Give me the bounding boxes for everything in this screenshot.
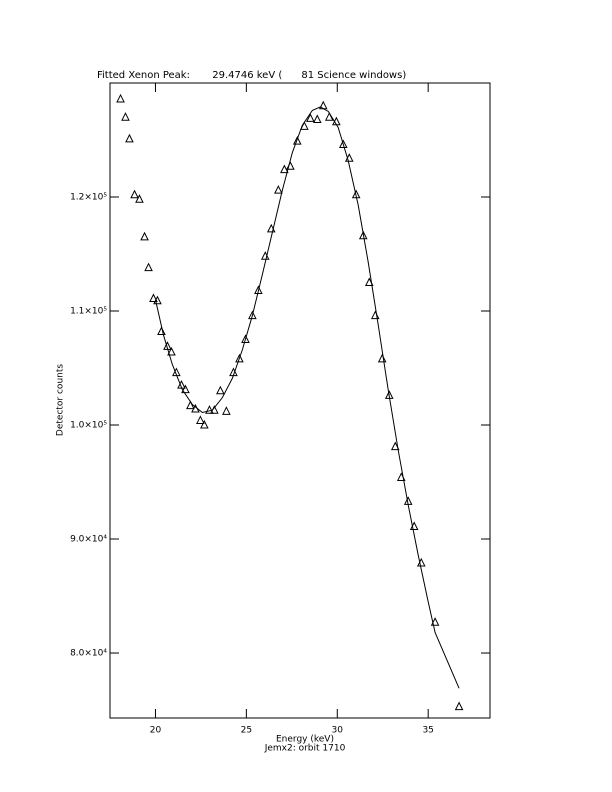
data-point	[235, 353, 244, 363]
data-point	[144, 262, 153, 272]
subtitle: Jemx2: orbit 1710	[264, 744, 346, 754]
y-tick-label: 1.0×10⁵	[70, 421, 107, 431]
data-point	[205, 405, 214, 414]
data-point	[149, 293, 158, 302]
data-point	[200, 419, 209, 429]
y-axis-label: Detector counts	[56, 364, 66, 436]
data-point	[222, 406, 231, 415]
data-point	[274, 185, 283, 194]
data-point	[167, 346, 176, 356]
data-point	[454, 701, 464, 711]
x-tick-label: 35	[422, 726, 433, 736]
data-point	[292, 136, 302, 145]
data-point	[254, 285, 263, 294]
data-point	[157, 326, 166, 336]
data-point	[121, 112, 130, 121]
data-point	[196, 415, 205, 424]
chart-title: Fitted Xenon Peak: 29.4746 keV ( 81 Scie…	[97, 70, 406, 81]
data-point	[248, 310, 257, 320]
data-point	[181, 384, 190, 394]
plot-frame	[109, 82, 491, 719]
y-tick-label: 9.0×10⁴	[70, 535, 107, 545]
data-point	[241, 334, 250, 344]
data-point	[358, 230, 368, 240]
data-point	[140, 231, 149, 241]
data-point	[130, 189, 139, 199]
data-point	[312, 114, 322, 123]
data-point	[125, 133, 134, 143]
data-point	[216, 385, 225, 395]
x-axis-label: Energy (keV)	[276, 735, 334, 745]
data-point	[306, 113, 315, 122]
y-tick-label: 8.0×10⁴	[70, 649, 107, 659]
data-point	[377, 353, 387, 363]
y-tick-label: 1.1×10⁵	[70, 307, 107, 317]
data-point	[280, 164, 289, 174]
data-point	[430, 617, 440, 626]
x-tick-label: 30	[332, 726, 344, 736]
data-point	[338, 139, 348, 149]
data-point	[135, 194, 144, 203]
fit-line	[154, 106, 460, 689]
data-point	[370, 310, 380, 320]
x-tick-label: 20	[150, 726, 162, 736]
x-tick-label: 25	[241, 726, 252, 736]
data-point	[186, 400, 195, 410]
data-point	[116, 93, 125, 103]
data-point	[390, 441, 400, 451]
y-tick-label: 1.2×10⁵	[70, 193, 107, 203]
